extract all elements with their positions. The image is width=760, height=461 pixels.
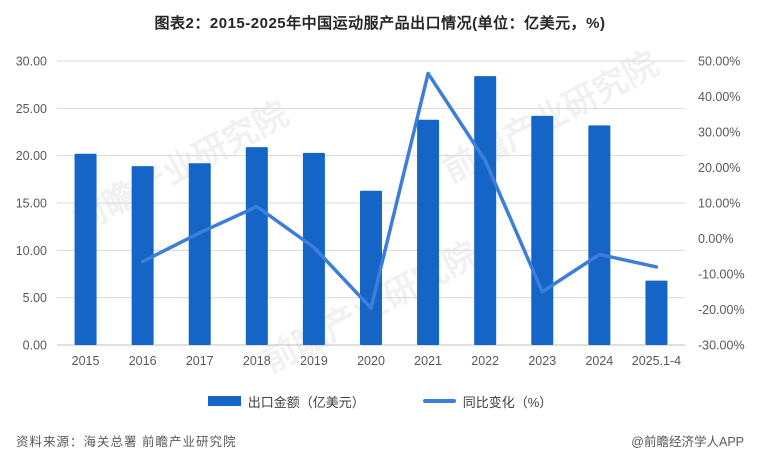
x-axis-category-label: 2025.1-4: [632, 354, 681, 368]
export-value-bar: [417, 119, 440, 346]
x-axis-category-label: 2024: [585, 354, 613, 368]
left-axis-tick-label: 10.00: [16, 244, 47, 258]
right-axis-tick-label: 10.00%: [698, 197, 740, 211]
x-axis-category-label: 2023: [528, 354, 556, 368]
x-axis-category-label: 2016: [129, 354, 157, 368]
export-value-bar: [645, 280, 668, 345]
bar-series-swatch-icon: [207, 396, 241, 406]
legend-item-export-value[interactable]: 出口金额（亿美元）: [207, 392, 365, 411]
x-axis-category-label: 2021: [414, 354, 442, 368]
left-axis-tick-label: 15.00: [16, 197, 47, 211]
legend-label: 同比变化（%）: [462, 394, 553, 410]
right-axis-tick-label: -30.00%: [698, 339, 745, 353]
right-axis-tick-label: 20.00%: [698, 161, 740, 175]
combo-chart-canvas: 30.00 25.00 20.00 15.00 10.00 5.00 0.00 50.00% 4…: [16, 55, 745, 369]
x-axis-category-label: 2015: [72, 354, 100, 368]
left-axis-tick-label: 5.00: [23, 291, 47, 305]
export-value-bar: [245, 147, 268, 345]
x-axis-category-label: 2020: [357, 354, 385, 368]
export-value-bar: [188, 163, 211, 345]
data-source-text: 资料来源：海关总署 前瞻产业研究院: [16, 434, 237, 449]
chart-footer: 资料来源：海关总署 前瞻产业研究院 @前瞻经济学人APP: [0, 428, 760, 452]
left-axis-tick-label: 25.00: [16, 102, 47, 116]
export-value-bar: [360, 190, 382, 345]
chart-plot-area: 30.00 25.00 20.00 15.00 10.00 5.00 0.00 50.00% 4…: [0, 40, 760, 380]
x-axis-category-label: 2017: [186, 354, 214, 368]
right-axis-tick-label: 0.00%: [698, 232, 733, 246]
credit-text: @前瞻经济学人APP: [631, 434, 744, 449]
right-axis-tick-label: -20.00%: [698, 303, 745, 317]
legend-item-yoy-change[interactable]: 同比变化（%）: [422, 392, 553, 411]
x-axis-category-label: 2018: [243, 354, 271, 368]
chart-legend: 出口金额（亿美元） 同比变化（%）: [0, 390, 760, 412]
export-value-bar: [131, 166, 154, 345]
right-axis-tick-label: -10.00%: [698, 268, 745, 282]
left-axis-tick-label: 30.00: [16, 55, 47, 69]
export-value-bar: [74, 153, 97, 345]
left-axis-tick-label: 20.00: [16, 149, 47, 163]
chart-title: 图表2：2015-2025年中国运动服产品出口情况(单位：亿美元，%): [154, 15, 606, 32]
right-axis-tick-label: 50.00%: [698, 55, 740, 69]
left-axis-tick-label: 0.00: [23, 339, 47, 353]
yoy-change-line: [140, 71, 659, 310]
export-value-bar: [474, 76, 497, 345]
x-axis-category-label: 2019: [300, 354, 328, 368]
line-series-swatch-icon: [422, 399, 456, 403]
right-axis-tick-label: 40.00%: [698, 90, 740, 104]
export-value-bar: [588, 125, 611, 345]
export-value-bar: [531, 115, 554, 345]
right-axis-tick-label: 30.00%: [698, 126, 740, 140]
legend-label: 出口金额（亿美元）: [247, 394, 365, 410]
x-axis-category-label: 2022: [471, 354, 499, 368]
